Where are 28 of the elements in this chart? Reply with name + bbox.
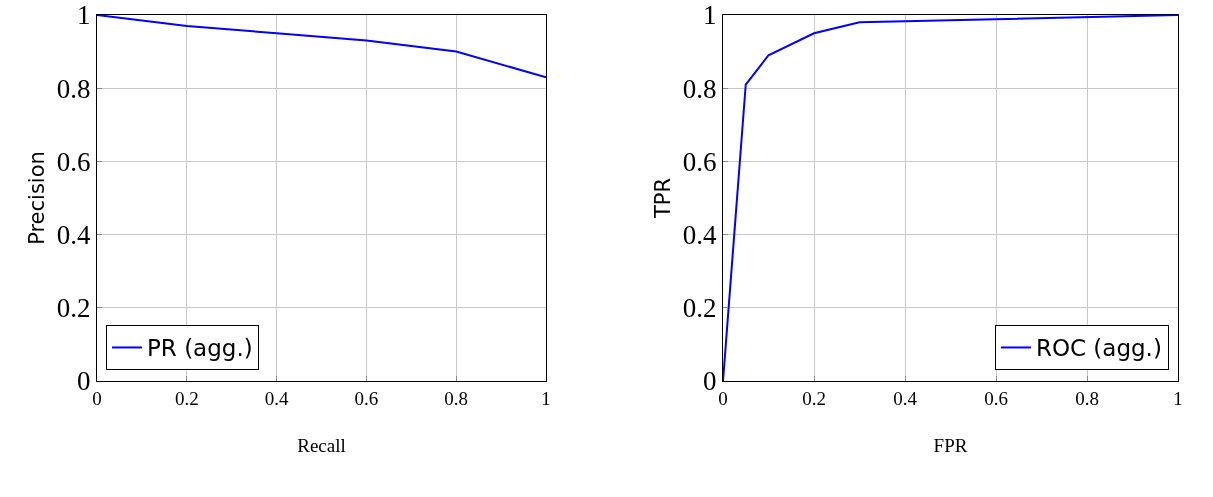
y-tick-label: 1 — [703, 0, 717, 31]
x-tick-label: 0.2 — [802, 387, 826, 409]
x-tick-label: 0.6 — [984, 387, 1008, 409]
y-tick-label: 0.2 — [56, 293, 91, 324]
legend-label: ROC (agg.) — [1035, 335, 1162, 362]
y-tick-label: 0.8 — [56, 73, 91, 104]
y-tick-label: 1 — [77, 0, 91, 31]
x-axis-title: FPR — [933, 434, 968, 456]
y-tick-label: 0.8 — [682, 73, 717, 104]
y-axis-title: TPR — [651, 177, 675, 220]
y-tick-label: 0.6 — [56, 146, 91, 177]
y-tick-label: 0.2 — [682, 293, 717, 324]
x-tick-label: 0.8 — [1075, 387, 1099, 409]
x-tick-label: 0.2 — [174, 387, 199, 409]
x-tick-label: 0.4 — [264, 387, 289, 409]
x-axis-title: Recall — [297, 434, 346, 456]
x-tick-label: 0.4 — [893, 387, 918, 409]
line-series — [97, 15, 546, 79]
y-tick-label: 0.6 — [682, 146, 717, 177]
x-tick-label: 0.6 — [354, 387, 379, 409]
legend-label: PR (agg.) — [146, 335, 253, 362]
line-series — [723, 15, 1178, 381]
x-tick-label: 1 — [541, 387, 551, 409]
x-tick-label: 0.8 — [444, 387, 469, 409]
x-tick-label: 1 — [1173, 387, 1183, 409]
y-tick-label: 0.4 — [682, 220, 718, 251]
y-tick-label: 0.4 — [56, 220, 92, 251]
y-axis-title: Precision — [25, 151, 49, 245]
